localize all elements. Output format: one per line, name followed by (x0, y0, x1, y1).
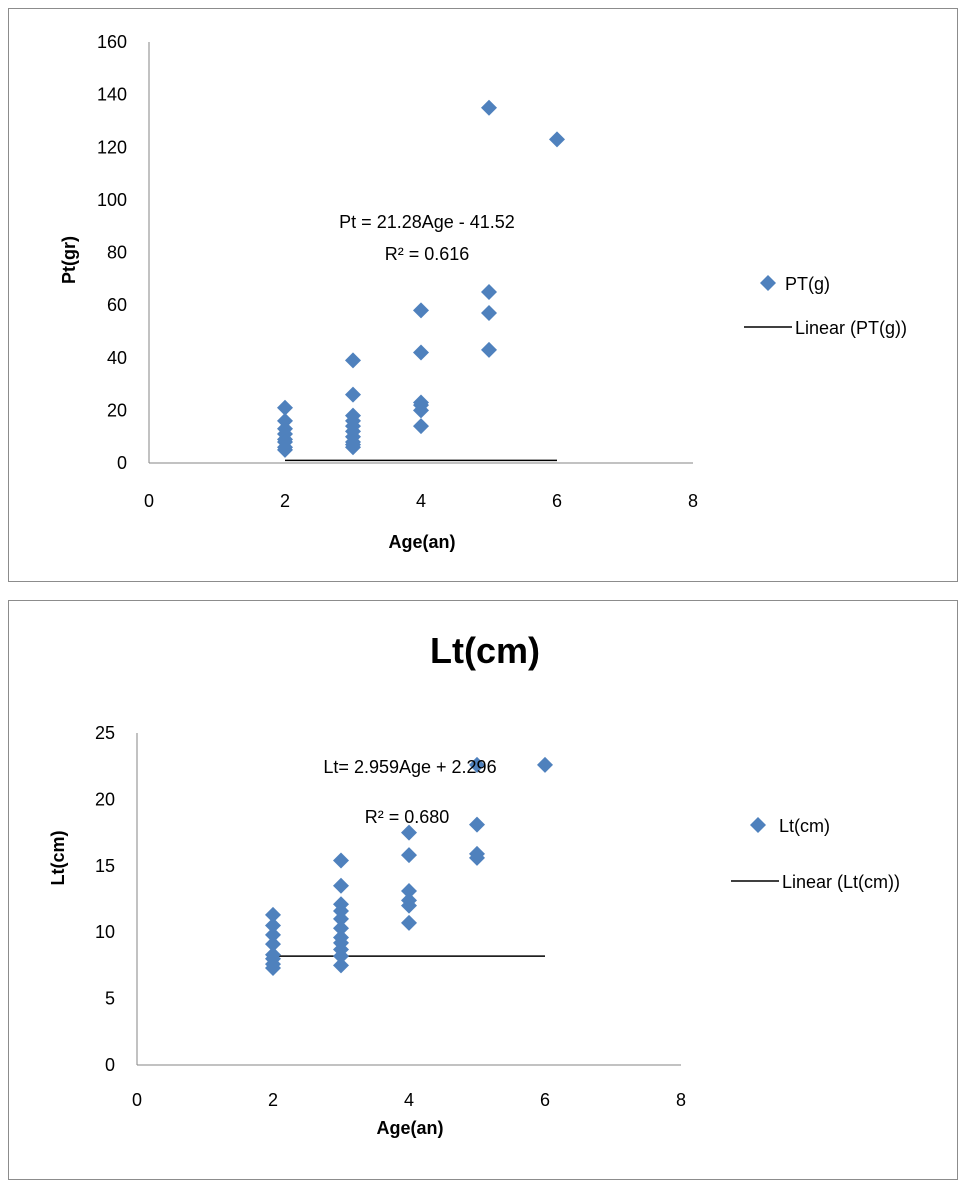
data-point (265, 917, 281, 934)
y-tick-label: 100 (97, 190, 127, 210)
data-point (413, 344, 429, 361)
y-tick-label: 10 (95, 922, 115, 942)
x-tick-label: 4 (416, 491, 426, 511)
data-point (333, 920, 349, 937)
data-point (401, 897, 417, 914)
data-point (481, 99, 497, 116)
data-point (481, 341, 497, 358)
data-point (265, 936, 281, 953)
y-tick-label: 80 (107, 243, 127, 263)
length-age-chart-svg: Lt(cm) 0 5 10 15 20 25 0 2 4 6 8 Lt= 2.959Age + 2… (48, 630, 900, 1138)
y-tick-label: 0 (105, 1055, 115, 1075)
data-point (537, 756, 553, 773)
x-tick-label: 6 (540, 1090, 550, 1110)
legend-series-label: Lt(cm) (779, 816, 830, 836)
y-tick-label: 20 (107, 400, 127, 420)
x-axis-title: Age(an) (377, 1118, 444, 1138)
legend-trendline-label: Linear (PT(g)) (795, 318, 907, 338)
legend-marker (750, 817, 766, 833)
y-tick-label: 60 (107, 295, 127, 315)
data-point (345, 386, 361, 403)
annotation-equation: Pt = 21.28Age - 41.52 (339, 212, 515, 232)
data-point (345, 352, 361, 369)
data-point (401, 914, 417, 931)
weight-age-chart-svg: 0 20 40 60 80 100 120 140 160 0 2 4 6 8 Pt = 21.28Ag… (59, 32, 907, 552)
data-point (333, 877, 349, 894)
data-point (401, 847, 417, 864)
x-tick-label: 4 (404, 1090, 414, 1110)
annotation-r2: R² = 0.616 (385, 244, 470, 264)
y-tick-label: 120 (97, 137, 127, 157)
data-point (333, 910, 349, 927)
data-point (265, 926, 281, 943)
data-point (413, 402, 429, 419)
data-point (277, 399, 293, 416)
x-tick-label: 6 (552, 491, 562, 511)
legend: Lt(cm) Linear (Lt(cm)) (731, 816, 900, 892)
x-tick-label: 0 (144, 491, 154, 511)
data-point (413, 302, 429, 319)
x-tick-label: 0 (132, 1090, 142, 1110)
data-point (277, 441, 293, 458)
weight-age-chart: 0 20 40 60 80 100 120 140 160 0 2 4 6 8 Pt = 21.28Ag… (8, 8, 958, 582)
legend-series-label: PT(g) (785, 274, 830, 294)
y-tick-label: 20 (95, 789, 115, 809)
data-point (401, 883, 417, 900)
data-point (333, 957, 349, 974)
data-point (481, 305, 497, 322)
data-point (469, 756, 485, 773)
data-point (333, 852, 349, 869)
legend-trendline-label: Linear (Lt(cm)) (782, 872, 900, 892)
data-point (401, 824, 417, 841)
y-tick-label: 140 (97, 85, 127, 105)
x-axis-title: Age(an) (389, 532, 456, 552)
data-point (469, 816, 485, 833)
legend: PT(g) Linear (PT(g)) (744, 274, 907, 338)
data-point (345, 439, 361, 456)
y-axis-title: Lt(cm) (48, 831, 68, 886)
data-point (413, 418, 429, 435)
y-tick-label: 15 (95, 856, 115, 876)
chart-title: Lt(cm) (430, 630, 540, 671)
x-tick-label: 8 (688, 491, 698, 511)
x-tick-label: 2 (280, 491, 290, 511)
data-point (333, 948, 349, 965)
data-point (549, 131, 565, 148)
y-tick-label: 5 (105, 989, 115, 1009)
data-point (265, 960, 281, 977)
legend-marker (760, 275, 776, 291)
data-point (481, 283, 497, 300)
annotation-equation: Lt= 2.959Age + 2.296 (323, 757, 496, 777)
data-point (469, 849, 485, 866)
data-point (265, 906, 281, 923)
y-tick-label: 40 (107, 348, 127, 368)
x-tick-label: 8 (676, 1090, 686, 1110)
y-axis-title: Pt(gr) (59, 236, 79, 284)
x-tick-label: 2 (268, 1090, 278, 1110)
y-tick-label: 0 (117, 453, 127, 473)
annotation-r2: R² = 0.680 (365, 807, 450, 827)
length-age-chart: Lt(cm) 0 5 10 15 20 25 0 2 4 6 8 Lt= 2.959Age + 2… (8, 600, 958, 1180)
y-tick-label: 160 (97, 32, 127, 52)
y-tick-label: 25 (95, 723, 115, 743)
